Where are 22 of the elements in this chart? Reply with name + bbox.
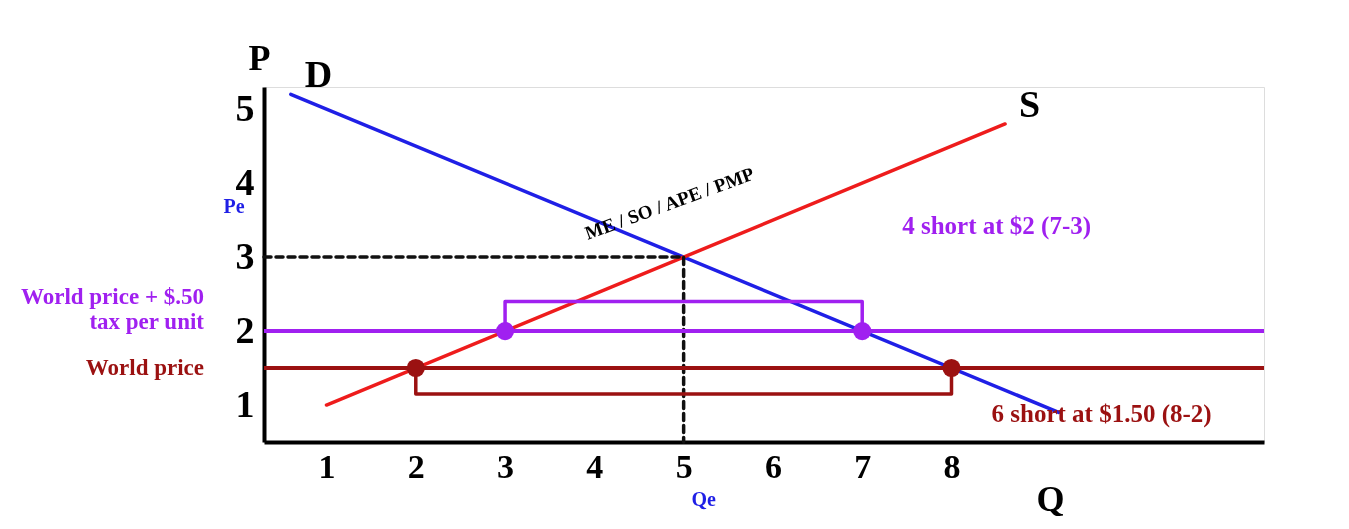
- annotation: ME / SO / APE / PMP: [581, 162, 758, 244]
- x-tick-label: 1: [318, 447, 336, 485]
- y-axis-title: P: [248, 37, 271, 78]
- ref-line-label: World price + $.50 tax per unit: [20, 284, 205, 335]
- y-tick-label: 3: [235, 234, 255, 277]
- annotation: 4 short at $2 (7-3): [902, 212, 1092, 241]
- x-tick-label: 4: [586, 447, 604, 485]
- annotation: 6 short at $1.50 (8-2): [991, 399, 1212, 428]
- x-tick-label: 8: [943, 447, 961, 485]
- x-tick-label: 2: [407, 447, 425, 485]
- ref-line-label: World price: [85, 355, 204, 381]
- x-tick-label: 6: [764, 447, 782, 485]
- y-tick-label: 1: [235, 382, 255, 425]
- series-label: D: [304, 53, 333, 96]
- y-tick-label: 2: [235, 308, 255, 351]
- x-tick-label: 3: [497, 447, 515, 485]
- series-label: S: [1019, 82, 1041, 125]
- x-tick-label: 7: [854, 447, 872, 485]
- x-axis-title: Q: [1036, 478, 1065, 519]
- x-tick-label: 5: [675, 447, 693, 485]
- annotation: Qe: [691, 488, 716, 510]
- y-tick-label: 5: [235, 86, 255, 129]
